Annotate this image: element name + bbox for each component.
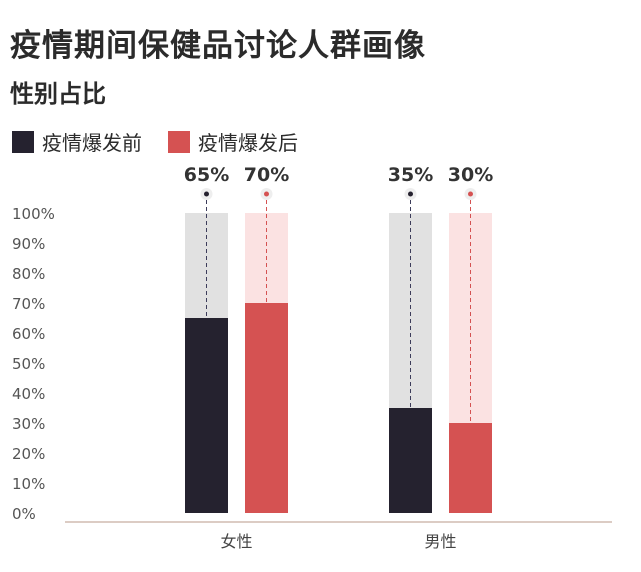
legend-label-after: 疫情爆发后	[198, 131, 298, 155]
chart-title: 疫情期间保健品讨论人群画像	[10, 28, 426, 64]
legend-item-before: 疫情爆发前	[12, 127, 142, 156]
legend-item-after: 疫情爆发后	[168, 127, 298, 156]
y-tick-label: 80%	[12, 265, 45, 283]
y-tick-label: 10%	[12, 475, 45, 493]
bar-marker-dot	[204, 191, 209, 197]
bar-before	[185, 318, 228, 513]
x-category-label: 男性	[424, 532, 456, 551]
y-tick-label: 90%	[12, 235, 45, 253]
y-tick-label: 50%	[12, 355, 45, 373]
legend-swatch-after	[168, 130, 190, 153]
y-tick-label: 30%	[12, 415, 45, 433]
bar-after	[449, 423, 492, 513]
chart-subtitle: 性别占比	[10, 80, 106, 108]
y-tick-label: 20%	[12, 445, 45, 463]
bar-marker-dot	[408, 191, 413, 197]
y-tick-label: 100%	[12, 205, 55, 223]
y-tick-label: 0%	[12, 505, 36, 523]
data-label: 65%	[184, 164, 229, 186]
y-tick-label: 70%	[12, 295, 45, 313]
legend: 疫情爆发前 疫情爆发后	[12, 127, 324, 156]
data-label: 30%	[448, 164, 493, 186]
bar-marker-dot	[468, 191, 473, 197]
legend-swatch-before	[12, 130, 34, 153]
x-category-label: 女性	[220, 532, 252, 551]
legend-label-before: 疫情爆发前	[42, 131, 142, 155]
y-tick-label: 60%	[12, 325, 45, 343]
data-label: 35%	[388, 164, 433, 186]
y-tick-label: 40%	[12, 385, 45, 403]
data-label: 70%	[244, 164, 289, 186]
bar-before	[389, 408, 432, 513]
bar-marker-dot	[264, 191, 269, 197]
bar-after	[245, 303, 288, 513]
